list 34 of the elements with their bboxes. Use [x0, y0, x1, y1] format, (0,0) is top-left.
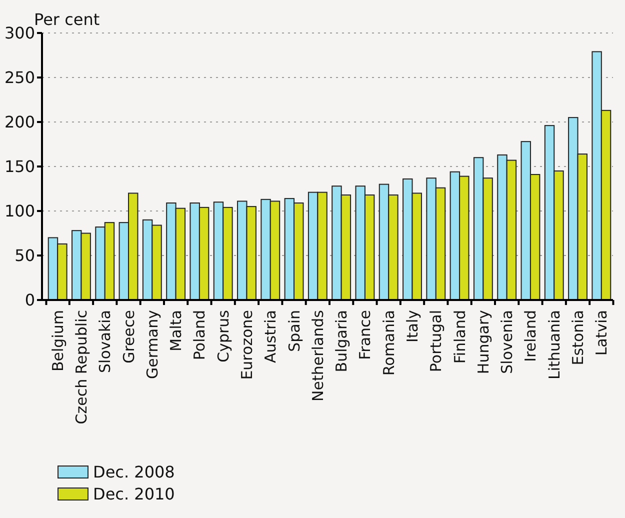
y-tick-label: 250 — [4, 68, 35, 88]
x-tick-label: Slovenia — [498, 310, 516, 374]
x-tick-label: Netherlands — [308, 310, 327, 402]
x-tick-label: Cyprus — [214, 310, 232, 362]
x-tick-label: Slovakia — [96, 310, 114, 373]
x-tick-label: Ireland — [522, 310, 540, 362]
y-tick-label: 150 — [4, 157, 35, 176]
y-tick-label: 0 — [24, 290, 35, 310]
legend-label: Dec. 2008 — [93, 462, 175, 482]
x-tick-label: Bulgaria — [332, 310, 351, 372]
x-tick-label: Eurozone — [238, 310, 256, 380]
x-tick-label: Romania — [380, 310, 398, 376]
x-tick-label: Germany — [143, 310, 162, 379]
x-tick-label: Spain — [285, 310, 304, 352]
x-tick-label: Italy — [404, 310, 422, 343]
x-tick-label: Lithuania — [545, 310, 564, 380]
y-axis-title: Per cent — [34, 10, 100, 29]
y-tick-label: 200 — [4, 112, 35, 132]
legend-label: Dec. 2010 — [93, 484, 175, 504]
x-tick-label: France — [356, 310, 374, 360]
x-tick-label: Hungary — [474, 310, 492, 374]
x-tick-label: Poland — [190, 310, 209, 360]
y-tick-label: 100 — [4, 202, 35, 221]
x-tick-label: Latvia — [592, 310, 611, 356]
x-tick-label: Finland — [450, 310, 469, 364]
y-tick-label: 300 — [4, 24, 35, 43]
y-tick-label: 50 — [14, 246, 35, 266]
x-tick-label: Czech Republic — [72, 310, 90, 424]
x-tick-label: Austria — [262, 310, 280, 363]
x-tick-label: Belgium — [48, 310, 67, 372]
x-tick-label: Portugal — [427, 310, 446, 372]
x-tick-label: Greece — [120, 310, 138, 364]
x-tick-label: Estonia — [569, 310, 588, 366]
x-tick-label: Malta — [167, 310, 186, 352]
